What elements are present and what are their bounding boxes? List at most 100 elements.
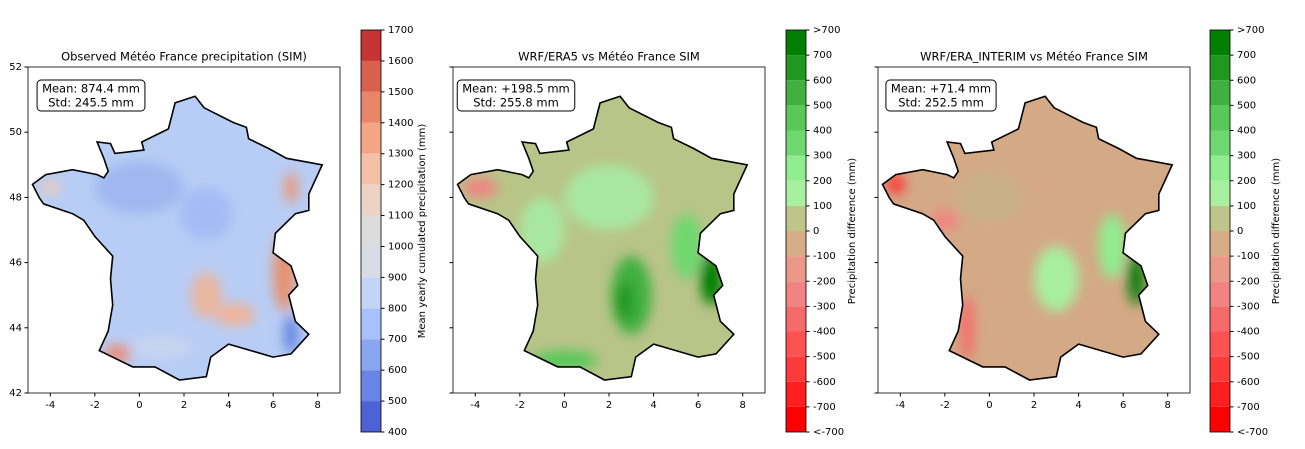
colorbar-band	[361, 277, 381, 309]
colorbar-band	[1210, 180, 1230, 206]
stats-box	[36, 79, 146, 112]
y-tick-label: 42	[9, 388, 22, 399]
x-tick-label: -4	[470, 400, 480, 411]
colorbar-band	[1210, 331, 1230, 357]
colorbar-tick-label: 500	[388, 396, 407, 407]
colorbar-tick-label: -300	[1237, 301, 1260, 312]
colorbar-tick-label: >700	[1237, 25, 1264, 36]
panel-title: WRF/ERA_INTERIM vs Météo France SIM	[920, 50, 1148, 64]
colorbar-band	[1210, 155, 1230, 181]
x-tick-label: 4	[650, 400, 656, 411]
colorbar-band	[361, 153, 381, 185]
colorbar-band	[361, 91, 381, 123]
colorbar-band	[361, 30, 381, 61]
colorbar-tick-label: 700	[813, 50, 832, 61]
field-blob	[1034, 246, 1079, 312]
field-blob	[284, 171, 298, 204]
colorbar-band	[361, 60, 381, 92]
colorbar-band	[361, 184, 381, 216]
colorbar-tick-label: 0	[813, 226, 819, 237]
map-panel: Observed Météo France precipitation (SIM…	[9, 25, 428, 438]
y-tick-label: 52	[9, 62, 22, 73]
y-tick-label: 44	[9, 323, 22, 334]
y-tick-label: 50	[9, 127, 22, 138]
field-blob	[700, 252, 723, 305]
x-tick-label: 4	[1075, 400, 1081, 411]
colorbar-band	[1210, 55, 1230, 81]
colorbar-tick-label: -700	[813, 402, 836, 413]
colorbar-band	[1210, 30, 1230, 56]
colorbar-band	[361, 401, 381, 432]
colorbar-tick-label: 200	[813, 176, 832, 187]
colorbar-tick-label: 300	[813, 151, 832, 162]
colorbar-band	[361, 122, 381, 154]
colorbar-band	[786, 231, 806, 257]
colorbar-tick-label: 700	[1237, 50, 1256, 61]
colorbar-band	[361, 215, 381, 247]
coastline	[31, 95, 324, 381]
colorbar-band	[1210, 105, 1230, 131]
colorbar-tick-label: -100	[813, 251, 836, 262]
field-blob	[960, 295, 974, 361]
colorbar-tick-label: 100	[1237, 201, 1256, 212]
colorbar-band	[786, 331, 806, 357]
colorbar-band	[361, 370, 381, 402]
x-tick-label: 2	[181, 400, 187, 411]
colorbar-band	[786, 130, 806, 156]
colorbar-tick-label: -500	[813, 352, 836, 363]
colorbar-band	[1210, 356, 1230, 382]
france-fill	[32, 96, 323, 381]
field	[886, 171, 1146, 361]
colorbar-tick-label: 1000	[388, 241, 413, 252]
colorbar-band	[786, 155, 806, 181]
field-blob	[615, 282, 634, 322]
colorbar-frame	[360, 29, 382, 433]
panel-title: WRF/ERA5 vs Météo France SIM	[518, 50, 700, 64]
colorbar-band	[786, 205, 806, 231]
colorbar-tick-label: >700	[813, 25, 840, 36]
colorbar-band	[786, 180, 806, 206]
colorbar-band	[1210, 281, 1230, 307]
colorbar-tick-label: 0	[1237, 226, 1243, 237]
colorbar-band	[361, 246, 381, 278]
colorbar-band	[786, 30, 806, 56]
colorbar-tick-label: 400	[1237, 126, 1256, 137]
colorbar-tick-label: -300	[813, 301, 836, 312]
colorbar-tick-label: 1100	[388, 211, 413, 222]
field-blob	[179, 187, 234, 240]
colorbar-tick-label: 700	[388, 334, 407, 345]
x-tick-label: 0	[136, 400, 142, 411]
x-tick-label: 8	[740, 400, 746, 411]
colorbar-tick-label: 1300	[388, 149, 413, 160]
y-tick-label: 48	[9, 192, 22, 203]
colorbar-band	[1210, 306, 1230, 332]
y-tick-label: 46	[9, 258, 22, 269]
field-blob	[956, 171, 1023, 224]
colorbar-band	[786, 256, 806, 282]
mean-label: Mean: +198.5 mm	[462, 82, 569, 96]
x-tick-label: 6	[695, 400, 701, 411]
x-tick-label: 8	[1165, 400, 1171, 411]
x-tick-label: 0	[986, 400, 992, 411]
colorbar-tick-label: 1500	[388, 87, 413, 98]
colorbar-band	[786, 55, 806, 81]
colorbar-band	[1210, 80, 1230, 106]
colorbar-tick-label: 600	[388, 365, 407, 376]
panel-title: Observed Météo France precipitation (SIM…	[61, 50, 307, 64]
field-blob	[931, 210, 959, 230]
stats-box	[456, 79, 576, 112]
colorbar-band	[786, 381, 806, 407]
colorbar-tick-label: 600	[1237, 75, 1256, 86]
colorbar-tick-label: -400	[1237, 327, 1260, 338]
map-panel: WRF/ERA5 vs Météo France SIM -4 -2 0 2 4 6 8 Mea…	[449, 25, 858, 438]
stats-box	[885, 79, 997, 112]
colorbar-tick-label: 500	[1237, 100, 1256, 111]
france-fill	[457, 96, 748, 381]
colorbar-band	[1210, 231, 1230, 257]
x-tick-label: 0	[561, 400, 567, 411]
field-blob	[284, 314, 298, 354]
colorbar-tick-label: <-700	[813, 427, 844, 438]
x-tick-label: 4	[225, 400, 231, 411]
mean-label: Mean: 874.4 mm	[42, 82, 140, 96]
